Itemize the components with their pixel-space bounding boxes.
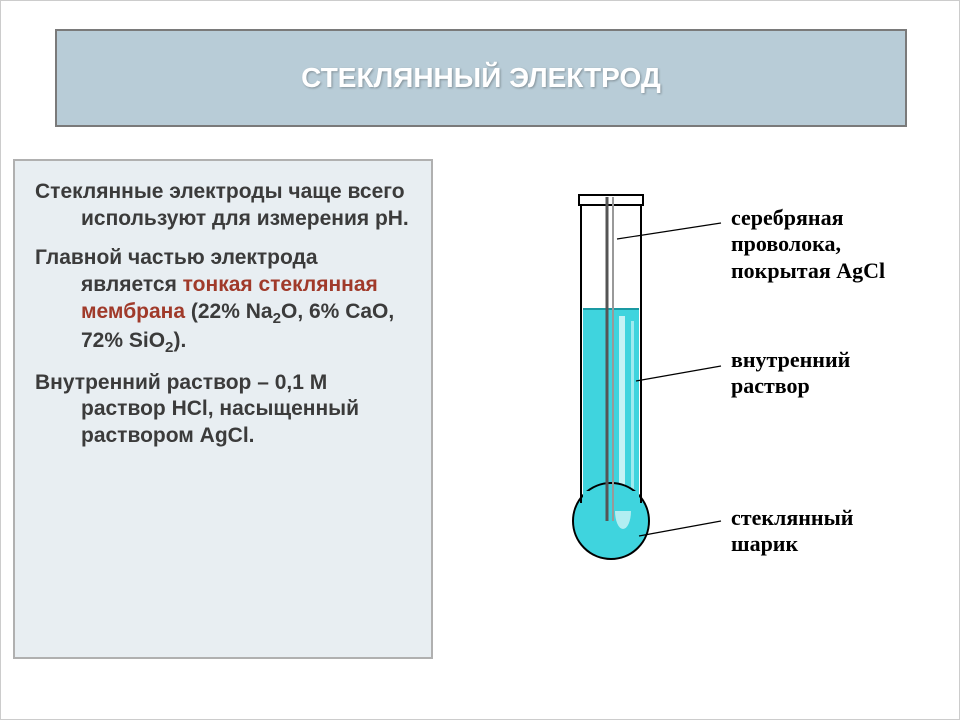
paragraph-1: Стеклянные электроды чаще всего использу…	[35, 179, 411, 233]
paragraph-2: Главной частью электрода является тонкая…	[35, 245, 411, 358]
label-sol-l1: внутренний	[731, 347, 850, 372]
title-bar: СТЕКЛЯННЫЙ ЭЛЕКТРОД	[55, 29, 907, 127]
text-panel: Стеклянные электроды чаще всего использу…	[13, 159, 433, 659]
p3-text: Внутренний раствор – 0,1 М раствор HCl, …	[35, 371, 359, 448]
label-bulb-l1: стеклянный	[731, 505, 853, 530]
p2-b: (22% Na	[185, 300, 273, 323]
label-sol-l2: раствор	[731, 373, 810, 398]
electrode-diagram: серебряная проволока, покрытая AgCl внут…	[521, 191, 941, 611]
label-wire-l3: покрытая AgCl	[731, 258, 885, 283]
label-bulb: стеклянный шарик	[731, 505, 853, 558]
p1-text: Стеклянные электроды чаще всего использу…	[35, 180, 409, 230]
paragraph-3: Внутренний раствор – 0,1 М раствор HCl, …	[35, 370, 411, 451]
sub-2a: 2	[273, 310, 281, 327]
label-wire-l2: проволока,	[731, 231, 841, 256]
label-bulb-l2: шарик	[731, 531, 798, 556]
slide-title: СТЕКЛЯННЫЙ ЭЛЕКТРОД	[301, 62, 661, 94]
p2-d: ).	[173, 329, 186, 352]
label-solution: внутренний раствор	[731, 347, 850, 400]
label-wire-l1: серебряная	[731, 205, 844, 230]
label-wire: серебряная проволока, покрытая AgCl	[731, 205, 885, 284]
